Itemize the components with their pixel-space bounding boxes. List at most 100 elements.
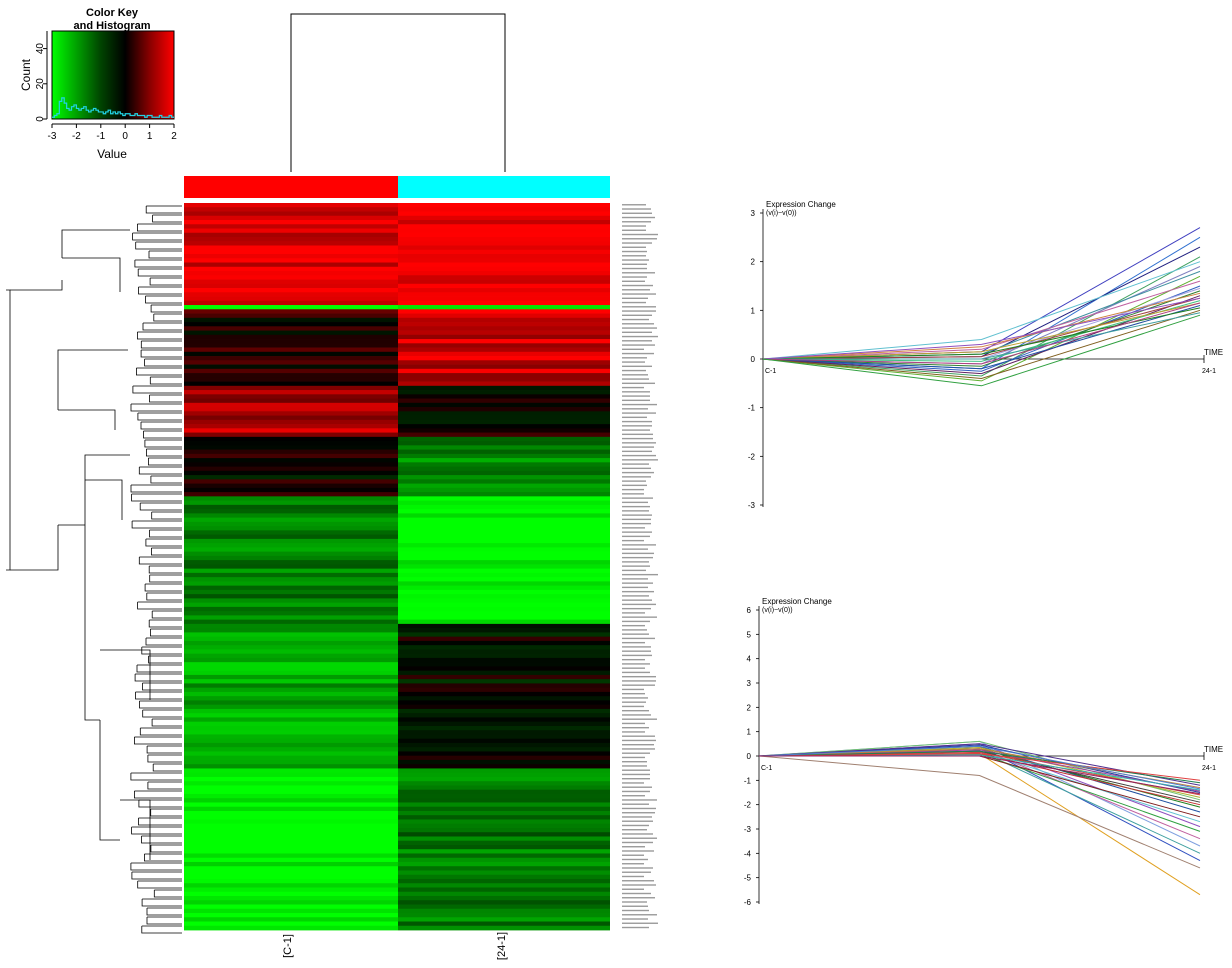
series-line	[762, 285, 1201, 372]
row-label	[622, 790, 650, 793]
heatmap-cell	[184, 742, 398, 748]
heatmap-cell	[398, 679, 610, 684]
heatmap-cell	[398, 436, 610, 442]
heatmap-cell	[398, 479, 610, 484]
heatmap-cell	[184, 798, 398, 803]
dendrogram-leaf	[144, 358, 182, 367]
heatmap-cell	[184, 704, 398, 710]
heatmap-cell	[184, 351, 398, 357]
y-tick-label: 1	[751, 306, 756, 315]
row-label	[622, 289, 650, 291]
row-label	[622, 463, 649, 465]
row-label	[622, 280, 645, 282]
heatmap-cell	[398, 300, 610, 306]
series-line	[762, 297, 1201, 360]
row-label	[622, 641, 645, 644]
series-line	[759, 755, 1201, 795]
y-tick-label: -3	[744, 825, 752, 834]
heatmap-cell	[398, 747, 610, 752]
heatmap-cell	[398, 504, 610, 510]
row-label	[622, 620, 650, 623]
row-label	[622, 242, 652, 244]
row-label	[622, 650, 651, 652]
heatmap-cell	[398, 619, 610, 625]
y-tick-label: 3	[751, 209, 756, 218]
row-label	[622, 306, 656, 308]
column-label-24-1: [24-1]	[496, 932, 508, 960]
heatmap-cell	[184, 853, 398, 859]
chart-title: Expression Change	[766, 200, 836, 209]
column-sidebar-24-1	[398, 176, 610, 198]
heatmap-cell	[184, 581, 398, 587]
row-label	[622, 361, 645, 363]
heatmap-cell	[184, 381, 398, 387]
heatmap-cell	[398, 921, 610, 927]
heatmap-cell	[184, 759, 398, 765]
row-label	[622, 909, 649, 912]
heatmap-cell	[398, 343, 610, 348]
heatmap-cell	[398, 368, 610, 374]
row-label	[622, 799, 657, 801]
heatmap-cell	[398, 241, 610, 246]
row-label	[622, 884, 656, 886]
row-label	[622, 782, 644, 784]
row-label	[622, 599, 652, 601]
row-label	[622, 854, 644, 856]
dendrogram-leaf	[138, 817, 182, 826]
dendrogram-leaf	[141, 925, 182, 934]
dendrogram-leaf	[141, 835, 182, 844]
heatmap-cell	[398, 266, 610, 272]
series-line	[762, 280, 1201, 360]
row-label	[622, 786, 652, 788]
row-label	[622, 816, 652, 818]
heatmap-cell	[398, 547, 610, 553]
dendrogram-leaf	[137, 268, 182, 277]
heatmap-cell	[398, 551, 610, 557]
row-label	[622, 629, 647, 631]
heatmap-cell	[398, 657, 610, 663]
row-label	[622, 493, 644, 495]
heatmap-cell	[184, 339, 398, 344]
heatmap-cell	[398, 428, 610, 433]
heatmap-cell	[184, 585, 398, 591]
row-label	[622, 310, 656, 312]
heatmap-cell	[398, 683, 610, 689]
heatmap-cell	[398, 203, 610, 208]
heatmap-cell	[184, 470, 398, 476]
heatmap-cell	[398, 458, 610, 463]
dendrogram-leaf	[138, 466, 182, 475]
dendrogram-leaf	[137, 601, 182, 610]
heatmap-cell	[184, 772, 398, 778]
dendrogram-leaf	[152, 214, 182, 223]
heatmap-cell	[398, 441, 610, 446]
heatmap-cell	[398, 560, 610, 565]
heatmap-cell	[184, 806, 398, 812]
color-key-ylabel: Count	[19, 58, 33, 91]
row-label	[622, 403, 657, 406]
row-label	[622, 471, 654, 474]
row-label	[622, 378, 649, 380]
heatmap-cell	[398, 798, 610, 803]
row-label	[622, 863, 644, 865]
row-label	[622, 348, 644, 351]
row-label	[622, 616, 657, 618]
row-label	[622, 255, 646, 257]
row-label	[622, 646, 651, 648]
series-line	[762, 292, 1201, 360]
row-label	[622, 880, 654, 882]
heatmap-cell	[184, 623, 398, 629]
heatmap-cell	[184, 475, 398, 480]
dendrogram-leaf	[151, 610, 182, 619]
heatmap-cell	[398, 751, 610, 757]
row-label	[622, 467, 651, 470]
heatmap-cell	[184, 555, 398, 561]
heatmap-cell	[184, 878, 398, 884]
heatmap-cell	[184, 649, 398, 655]
row-label	[622, 722, 645, 725]
heatmap-cell	[184, 640, 398, 646]
heatmap-cell	[184, 887, 398, 893]
row-label	[622, 272, 655, 274]
row-label	[622, 654, 652, 657]
heatmap-cell	[398, 789, 610, 795]
dendrogram-branch	[84, 454, 130, 520]
